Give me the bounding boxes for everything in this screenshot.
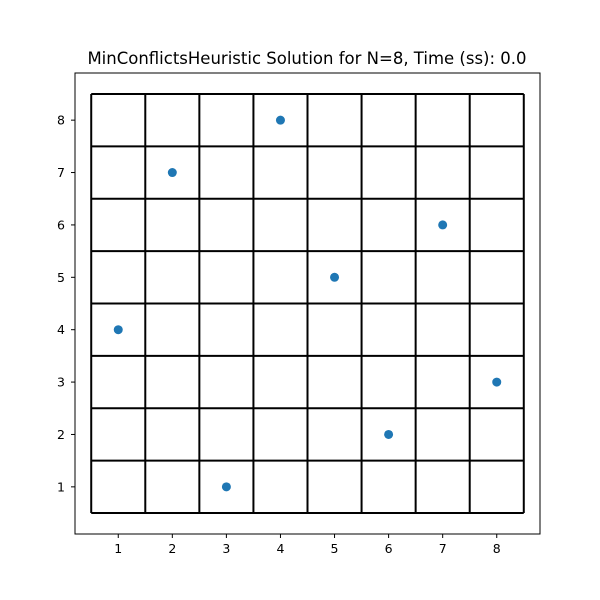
x-tick-label: 8	[493, 541, 501, 556]
queen-point	[492, 377, 502, 387]
x-tick-label: 5	[331, 541, 339, 556]
plot-area: 1 2 3 4 5 6 7 8 1 2 3 4 5 6 7 8	[57, 72, 541, 556]
x-tick-label: 7	[439, 541, 447, 556]
queen-point	[275, 115, 285, 125]
axes-frame	[74, 72, 541, 535]
queen-point	[384, 429, 394, 439]
y-tick-label: 2	[57, 427, 65, 442]
x-tick-label: 2	[168, 541, 176, 556]
x-tick-label: 4	[276, 541, 284, 556]
x-tick-label: 3	[222, 541, 230, 556]
x-tick-label: 1	[114, 541, 122, 556]
y-tick-label: 1	[57, 479, 65, 494]
y-tick-label: 5	[57, 270, 65, 285]
queen-point	[438, 220, 448, 230]
y-tick-label: 8	[57, 113, 65, 128]
x-tick-label: 6	[385, 541, 393, 556]
queen-point	[330, 272, 340, 282]
chart-title: MinConflictsHeuristic Solution for N=8, …	[87, 49, 526, 68]
queen-point	[167, 168, 177, 178]
queen-point	[113, 325, 123, 335]
y-tick-label: 6	[57, 217, 65, 232]
y-tick-label: 3	[57, 375, 65, 390]
queen-point	[221, 482, 231, 492]
y-tick-label: 4	[57, 322, 65, 337]
y-tick-label: 7	[57, 165, 65, 180]
